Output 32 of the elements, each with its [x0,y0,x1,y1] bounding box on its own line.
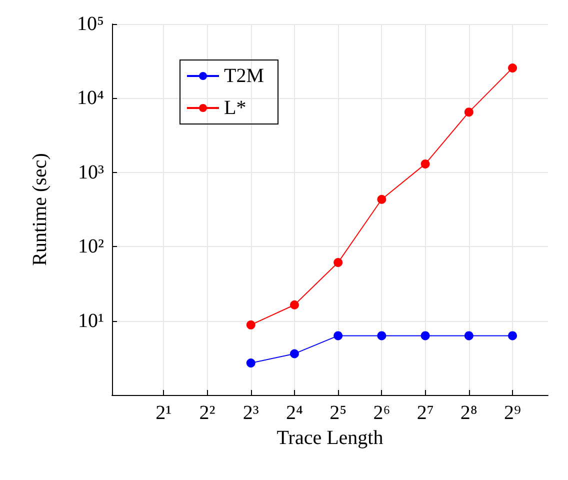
x-tick-label: 2⁵ [330,402,347,424]
point [334,258,343,268]
point [508,331,518,340]
point [508,64,518,73]
point [246,320,256,330]
x-tick-label: 2¹ [156,402,172,424]
y-tick-label: 10¹ [78,310,104,332]
x-tick-label: 2⁴ [286,402,303,424]
y-tick-label: 10⁴ [77,87,104,110]
x-tick-label: 2⁹ [504,402,522,424]
x-tick-label: 2⁸ [460,402,478,424]
y-tick-label: 10² [78,236,104,258]
point [290,349,299,358]
point [334,331,343,340]
legend-label: T2M [224,65,264,87]
point [377,194,386,204]
point [420,159,430,168]
y-tick-label: 10³ [78,161,104,184]
y-axis-title: Runtime (sec) [29,153,51,266]
x-axis-title: Trace Length [276,426,384,449]
legend-label: L* [224,97,246,119]
point [420,331,430,340]
point [377,331,386,340]
point [290,300,299,310]
point [246,358,256,368]
point [464,331,474,340]
x-tick-label: 2³ [242,402,259,424]
x-tick-label: 2² [199,402,216,424]
x-tick-label: 2⁶ [373,402,390,424]
x-tick-label: 2⁷ [416,402,434,424]
y-tick-label: 10⁵ [77,13,104,35]
point [464,108,474,117]
